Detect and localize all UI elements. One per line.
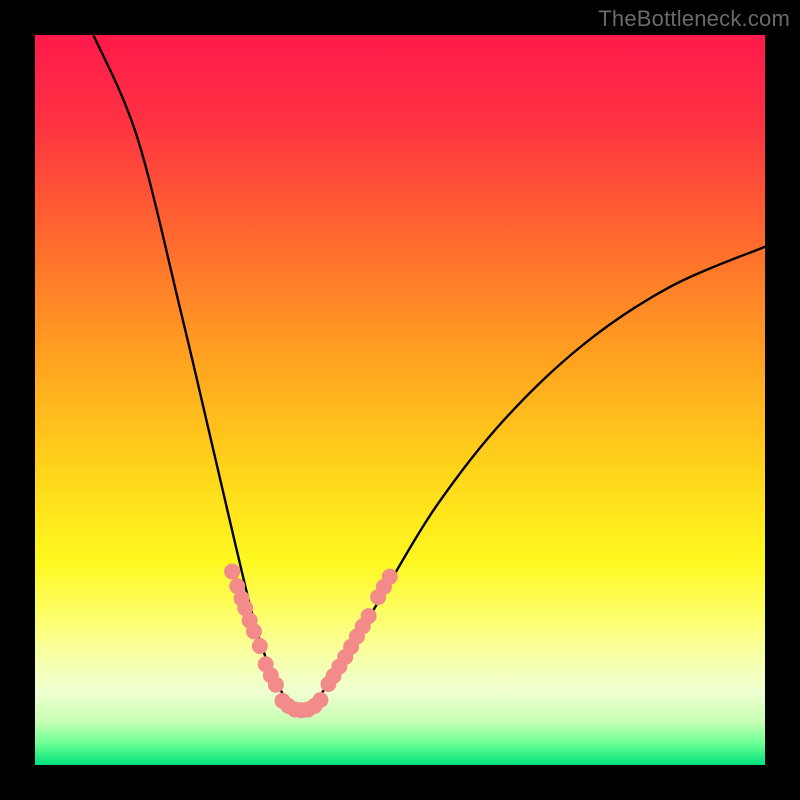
marker-dot	[313, 693, 328, 708]
marker-dot	[252, 639, 267, 654]
chart-svg	[0, 0, 800, 800]
plot-background	[35, 35, 765, 765]
marker-dot	[225, 564, 240, 579]
marker-dot	[268, 677, 283, 692]
watermark-text: TheBottleneck.com	[598, 6, 790, 32]
marker-dot	[382, 569, 397, 584]
marker-dot	[247, 624, 262, 639]
marker-dot	[361, 609, 376, 624]
